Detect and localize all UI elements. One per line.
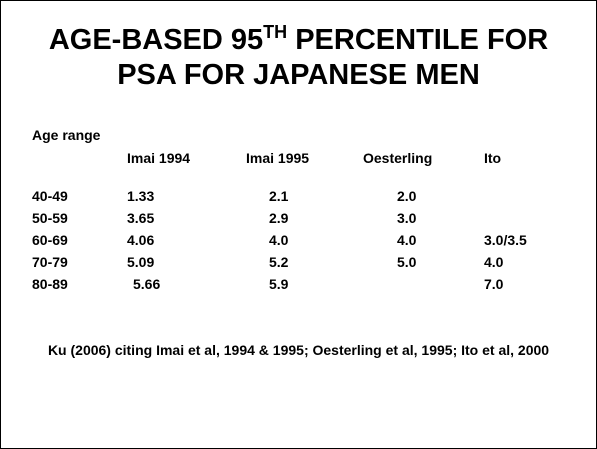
column-header-ito: Ito bbox=[484, 150, 502, 166]
imai-1994-value: 5.09 bbox=[127, 254, 155, 270]
ito-value: 3.0/3.5 bbox=[484, 232, 527, 248]
imai-1995-value: 5.9 bbox=[269, 276, 289, 292]
age-range-cell: 60-69 bbox=[32, 232, 68, 248]
imai-1994-value: 3.65 bbox=[127, 210, 155, 226]
citation: Ku (2006) citing Imai et al, 1994 & 1995… bbox=[47, 342, 550, 358]
oesterling-value: 4.0 bbox=[397, 232, 417, 248]
imai-1994-value: 5.66 bbox=[133, 276, 161, 292]
age-range-cell: 40-49 bbox=[32, 188, 68, 204]
ito-value: 7.0 bbox=[484, 276, 504, 292]
age-range-cell: 70-79 bbox=[32, 254, 68, 270]
title-line2: PSA FOR JAPANESE MEN bbox=[117, 59, 480, 91]
oesterling-value: 3.0 bbox=[397, 210, 417, 226]
title-line1-prefix: AGE-BASED 95 bbox=[48, 24, 264, 56]
imai-1995-value: 2.1 bbox=[269, 188, 289, 204]
column-header-oesterling: Oesterling bbox=[363, 150, 433, 166]
imai-1994-value: 1.33 bbox=[127, 188, 155, 204]
imai-1995-value: 5.2 bbox=[269, 254, 289, 270]
imai-1994-value: 4.06 bbox=[127, 232, 155, 248]
age-range-cell: 50-59 bbox=[32, 210, 68, 226]
oesterling-value: 2.0 bbox=[397, 188, 417, 204]
title-line1-suffix: PERCENTILE FOR bbox=[287, 24, 549, 56]
slide-title: AGE-BASED 95TH PERCENTILE FOR PSA FOR JA… bbox=[1, 23, 596, 93]
title-superscript: TH bbox=[263, 22, 288, 42]
oesterling-value: 5.0 bbox=[397, 254, 417, 270]
imai-1995-value: 2.9 bbox=[269, 210, 289, 226]
imai-1995-value: 4.0 bbox=[269, 232, 289, 248]
ito-value: 4.0 bbox=[484, 254, 504, 270]
age-range-cell: 80-89 bbox=[32, 276, 68, 292]
column-header-imai-1994: Imai 1994 bbox=[127, 150, 191, 166]
row-header-label: Age range bbox=[32, 127, 101, 143]
column-header-imai-1995: Imai 1995 bbox=[246, 150, 310, 166]
